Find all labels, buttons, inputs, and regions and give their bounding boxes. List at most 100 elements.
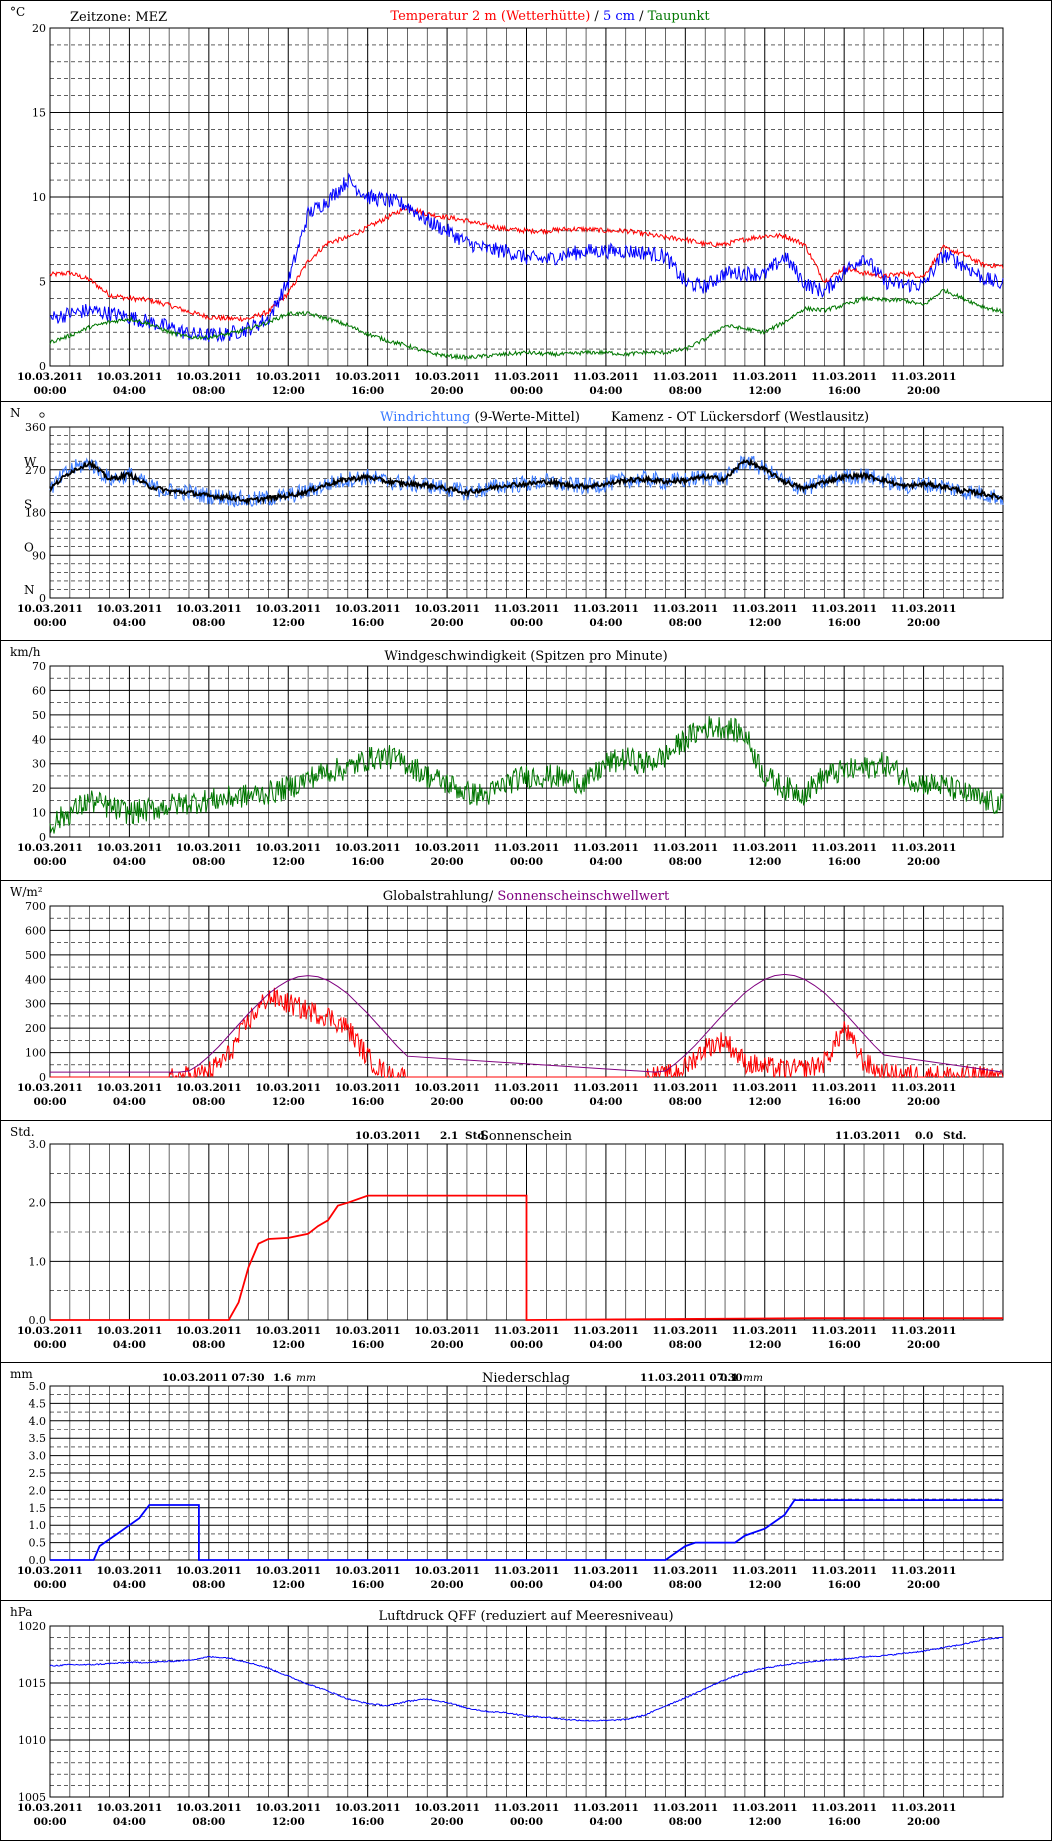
x-tick-date: 11.03.2011 (732, 842, 798, 854)
y-tick-label: 70 (32, 660, 46, 673)
series-line (50, 1499, 1003, 1561)
x-tick-time: 08:00 (192, 617, 225, 629)
x-tick-date: 10.03.2011 (414, 842, 480, 854)
x-tick-time: 08:00 (192, 385, 225, 397)
x-tick-date: 10.03.2011 (17, 371, 83, 383)
x-tick-date: 10.03.2011 (176, 1082, 242, 1094)
x-tick-date: 11.03.2011 (494, 1325, 560, 1337)
y-tick-label: 20 (32, 782, 46, 795)
degree-mark (39, 412, 45, 418)
x-tick-date: 11.03.2011 (652, 842, 718, 854)
y-tick-label: 0.0 (29, 1554, 47, 1567)
x-tick-date: 10.03.2011 (414, 603, 480, 615)
daily-total-unit: Std. (465, 1130, 488, 1142)
x-tick-date: 10.03.2011 (97, 603, 163, 615)
y-tick-label: 3.0 (29, 1138, 47, 1151)
x-tick-date: 10.03.2011 (335, 371, 401, 383)
y-tick-label: 0 (39, 592, 46, 605)
x-tick-date: 11.03.2011 (494, 1082, 560, 1094)
x-tick-date: 10.03.2011 (335, 842, 401, 854)
x-tick-time: 12:00 (272, 856, 305, 868)
x-tick-time: 16:00 (828, 617, 861, 629)
daily-total-value: 1.6 (273, 1372, 291, 1384)
x-tick-time: 20:00 (431, 1096, 464, 1108)
x-tick-time: 12:00 (272, 1339, 305, 1351)
x-tick-time: 12:00 (748, 1096, 781, 1108)
x-tick-date: 10.03.2011 (17, 603, 83, 615)
x-tick-time: 16:00 (828, 1339, 861, 1351)
x-tick-time: 04:00 (589, 617, 622, 629)
x-tick-time: 12:00 (272, 617, 305, 629)
y-tick-label: 1.5 (29, 1502, 47, 1515)
x-tick-date: 11.03.2011 (573, 603, 639, 615)
x-tick-date: 11.03.2011 (811, 842, 877, 854)
x-tick-date: 11.03.2011 (573, 842, 639, 854)
x-tick-date: 11.03.2011 (573, 1802, 639, 1814)
x-tick-time: 12:00 (748, 856, 781, 868)
chart-sunshine: 0.01.02.03.0Std.10.03.201100:0010.03.201… (0, 1120, 1052, 1351)
y-unit: mm (10, 1367, 33, 1381)
daily-total-value: 0.0 (915, 1130, 933, 1142)
title-part: / (590, 9, 603, 24)
x-tick-time: 00:00 (510, 856, 543, 868)
x-tick-date: 10.03.2011 (414, 1082, 480, 1094)
x-tick-date: 10.03.2011 (17, 1082, 83, 1094)
title-part: (9-Werte-Mittel) (470, 410, 580, 425)
chart-temperature: 0 5 10 15 20 °C 10.03.2011 00:00 10.03.2011 04:00… (10, 5, 1004, 397)
title-part: Temperatur 2 m (Wetterhütte) (390, 9, 590, 24)
x-tick-time: 16:00 (828, 1579, 861, 1591)
title-part: Windgeschwindigkeit (Spitzen pro Minute) (384, 649, 667, 664)
x-tick-time: 20:00 (907, 1579, 940, 1591)
x-tick-time: 08:00 (669, 617, 702, 629)
x-tick-time: 12:00 (272, 1579, 305, 1591)
x-tick-time: 12:00 (748, 1579, 781, 1591)
x-tick-time: 20:00 (431, 1579, 464, 1591)
daily-total-unit: mm (296, 1372, 316, 1384)
x-tick-time: 04:00 (113, 1339, 146, 1351)
x-tick-time: 16:00 (351, 385, 384, 397)
title-part: Globalstrahlung/ (383, 889, 498, 904)
y-tick-label: 2.0 (29, 1197, 47, 1210)
x-tick-time: 12:00 (272, 1096, 305, 1108)
x-tick-time: 08:00 (669, 1579, 702, 1591)
x-tick-date: 10.03.2011 (97, 1325, 163, 1337)
y-tick-label: 400 (25, 973, 46, 986)
y-tick-label: 2.5 (29, 1467, 47, 1480)
x-tick-date: 10.03.2011 (97, 842, 163, 854)
x-tick-time: 16:00 (828, 1096, 861, 1108)
chart-title: Sonnenschein (480, 1129, 573, 1144)
x-tick-time: 04:00 (589, 1096, 622, 1108)
daily-total-value: 0.1 (720, 1372, 738, 1384)
x-tick-time: 20:00 (431, 1816, 464, 1828)
x-tick-date: 11.03.2011 (652, 603, 718, 615)
x-tick-time: 08:00 (192, 1339, 225, 1351)
chart-title: Windrichtung (9-Werte-Mittel) (380, 410, 580, 425)
x-tick-date: 10.03.2011 (17, 1325, 83, 1337)
chart-winddirection: 0 90 180 270 360 N O S W N 10.03.2011 00:00 10.03.20… (0, 401, 1052, 629)
x-tick-time: 00:00 (510, 617, 543, 629)
x-tick-time: 16:00 (351, 1339, 384, 1351)
x-tick-time: 04:00 (589, 1339, 622, 1351)
x-tick-time: 16:00 (828, 1816, 861, 1828)
x-tick-time: 00:00 (33, 1096, 66, 1108)
title-part: Luftdruck QFF (reduziert auf Meeresnivea… (378, 1609, 673, 1624)
y-tick-label: 0.0 (29, 1314, 47, 1327)
x-tick-time: 00:00 (510, 1579, 543, 1591)
y-tick-label: 200 (25, 1022, 46, 1035)
title-part: / (635, 9, 648, 24)
x-tick-time: 20:00 (431, 856, 464, 868)
x-tick-date: 10.03.2011 (176, 1802, 242, 1814)
compass-label: O (24, 540, 34, 554)
x-tick-time: 20:00 (907, 617, 940, 629)
x-tick-date: 10.03.2011 (335, 1082, 401, 1094)
y-tick-label: 360 (25, 421, 46, 434)
x-tick-time: 20:00 (907, 856, 940, 868)
x-tick-date: 11.03.2011 (891, 1565, 957, 1577)
chart-title: Windgeschwindigkeit (Spitzen pro Minute) (384, 649, 667, 664)
x-tick-time: 08:00 (669, 1096, 702, 1108)
x-tick-date: 10.03.2011 (17, 842, 83, 854)
y-tick-label: 1005 (18, 1791, 46, 1804)
chart-title: Temperatur 2 m (Wetterhütte) / 5 cm / Ta… (390, 9, 710, 24)
y-tick-label: 1.0 (29, 1255, 47, 1268)
